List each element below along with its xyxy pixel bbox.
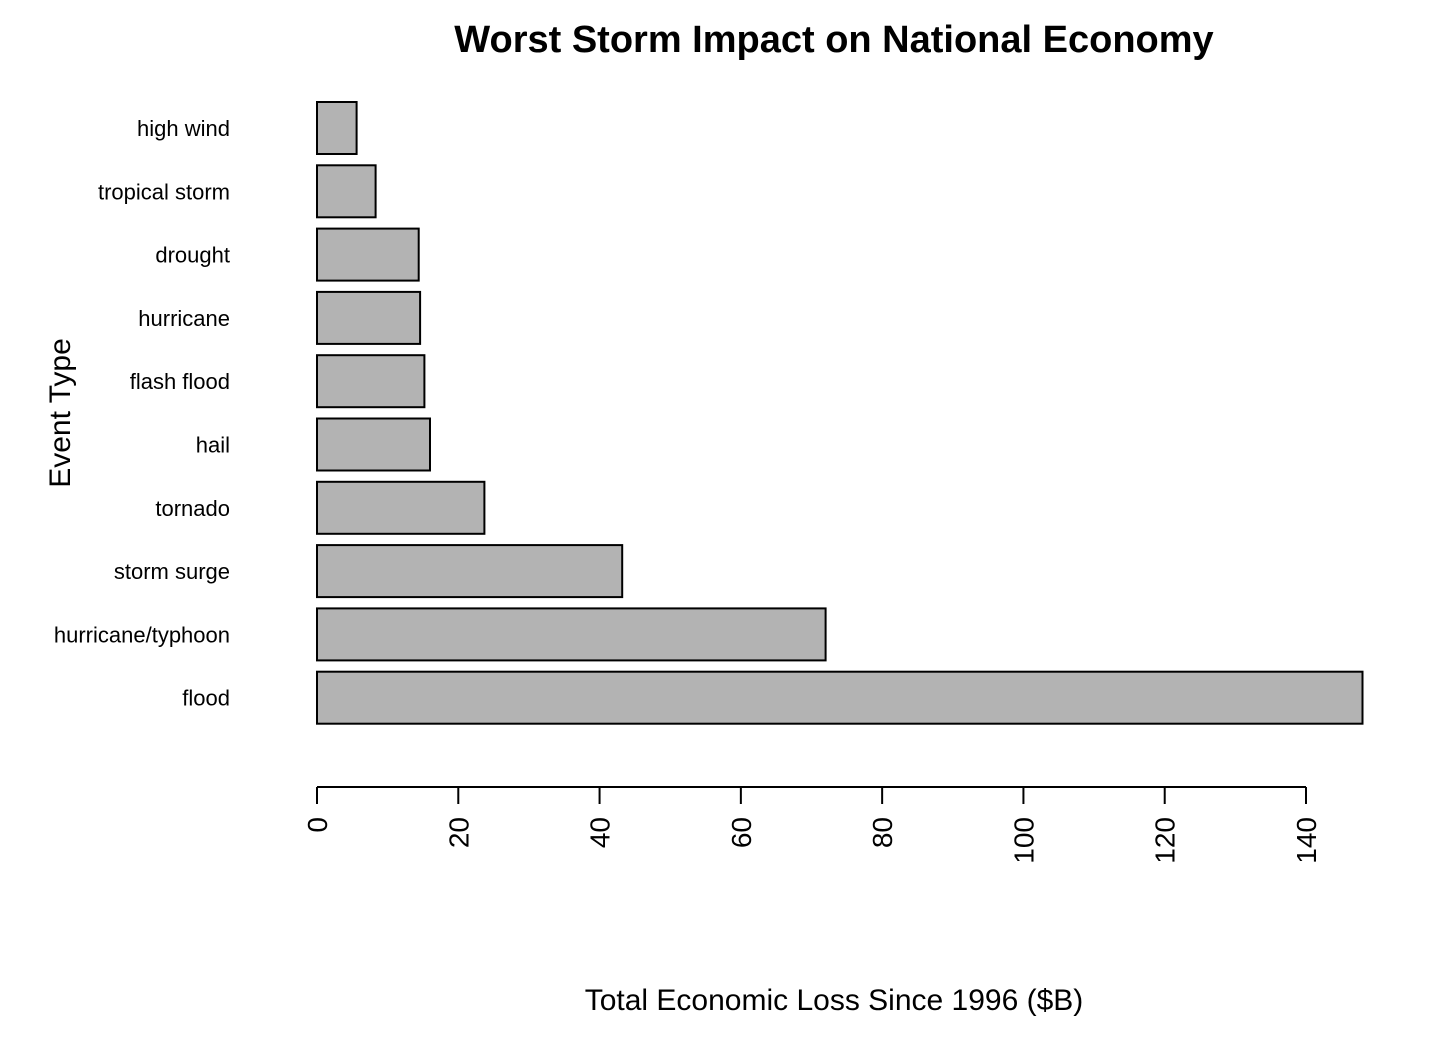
category-label: tropical storm (98, 179, 230, 204)
category-label: drought (155, 243, 230, 268)
category-label: hurricane (138, 306, 230, 331)
x-tick-label: 60 (726, 817, 757, 848)
category-label: high wind (137, 116, 230, 141)
category-label: flood (182, 686, 230, 711)
bars (316, 101, 1364, 725)
x-tick-label: 120 (1150, 817, 1181, 864)
bar (316, 290, 422, 345)
bar (316, 354, 426, 409)
bar (316, 670, 1364, 725)
bar (316, 544, 624, 599)
y-axis-title: Event Type (44, 338, 77, 488)
bar (316, 164, 377, 219)
chart-title: Worst Storm Impact on National Economy (454, 19, 1213, 61)
category-label: flash flood (130, 369, 230, 394)
bar (316, 417, 431, 472)
x-tick-label: 40 (585, 817, 616, 848)
x-axis-title: Total Economic Loss Since 1996 ($B) (585, 984, 1084, 1017)
bar (316, 101, 358, 155)
category-labels: high wind tropical storm drought hurricane f… (54, 116, 230, 711)
x-tick-label: 0 (302, 817, 333, 833)
bar (316, 480, 486, 535)
x-tick-label: 80 (867, 817, 898, 848)
category-label: storm surge (114, 559, 230, 584)
bar (316, 607, 827, 662)
category-label: hail (196, 433, 230, 458)
bar (316, 227, 420, 282)
x-tick-label: 20 (443, 817, 474, 848)
category-label: tornado (155, 496, 230, 521)
x-tick-label: 140 (1291, 817, 1322, 864)
x-tick-label: 100 (1008, 817, 1039, 864)
category-label: hurricane/typhoon (54, 622, 230, 647)
x-axis: 0 20 40 60 80 100 120 140 (302, 786, 1322, 864)
